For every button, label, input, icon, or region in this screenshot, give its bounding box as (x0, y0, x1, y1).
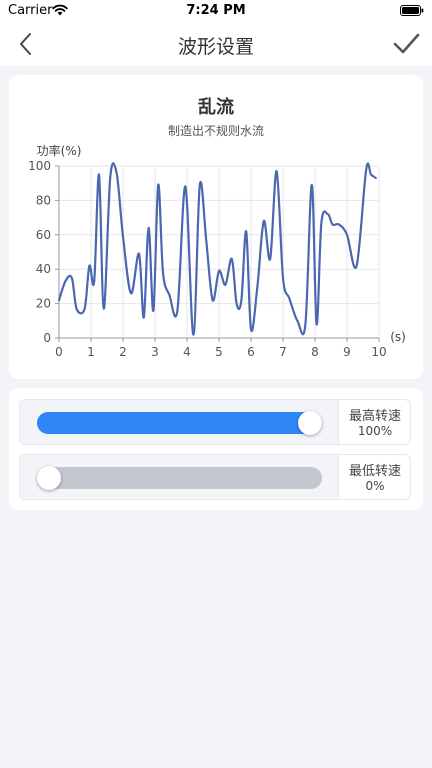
min-speed-label: 最低转速 (348, 464, 401, 479)
x-tick-label: 0 (55, 345, 63, 359)
x-tick-label: 8 (311, 345, 319, 359)
speed-settings-card: 最高转速 100% 最低转速 0% (9, 388, 423, 510)
x-tick-label: 10 (371, 345, 386, 359)
max-speed-value: 100% (357, 424, 393, 438)
min-speed-value: 0% (365, 479, 385, 493)
x-tick-label: 1 (87, 345, 95, 359)
max-speed-label-box: 最高转速 100% (338, 400, 410, 444)
x-tick-label: 2 (119, 345, 127, 359)
y-axis-label: 功率(%) (37, 143, 82, 158)
carrier-label: Carrier (8, 3, 53, 18)
x-tick-label: 3 (151, 345, 159, 359)
nav-bar: 波形设置 (0, 22, 432, 66)
y-tick-label: 100 (28, 159, 51, 173)
checkmark-icon (393, 33, 420, 54)
battery-icon (400, 5, 424, 16)
back-button[interactable] (12, 30, 40, 58)
chevron-left-icon (20, 33, 31, 55)
confirm-button[interactable] (390, 29, 422, 59)
min-speed-row: 最低转速 0% (19, 454, 411, 500)
x-tick-label: 5 (215, 345, 223, 359)
x-tick-label: 4 (183, 345, 191, 359)
wifi-icon (52, 4, 68, 16)
y-tick-label: 20 (36, 297, 51, 311)
min-speed-label-box: 最低转速 0% (338, 455, 410, 499)
page-title: 波形设置 (177, 36, 254, 58)
status-time: 7:24 PM (186, 3, 246, 18)
series-line (57, 162, 377, 336)
x-axis-label: (s) (390, 330, 406, 344)
min-speed-slider[interactable] (37, 466, 322, 490)
x-tick-label: 9 (343, 345, 351, 359)
y-tick-label: 60 (36, 228, 51, 242)
max-speed-row: 最高转速 100% (19, 399, 411, 445)
y-tick-label: 0 (43, 331, 51, 345)
min-speed-slider-thumb[interactable] (37, 466, 61, 490)
y-tick-label: 80 (36, 193, 51, 207)
status-bar: Carrier 7:24 PM (0, 0, 432, 22)
chart-title: 乱流 (198, 97, 234, 118)
x-tick-label: 7 (279, 345, 287, 359)
max-speed-slider-thumb[interactable] (298, 411, 322, 435)
y-tick-label: 40 (36, 262, 51, 276)
max-speed-slider[interactable] (37, 411, 322, 435)
waveform-chart-card: 乱流 制造出不规则水流 0 1 2 3 4 5 6 7 8 9 10 0 20 40 60 80 100 功率(%… (9, 75, 423, 379)
max-speed-label: 最高转速 (348, 409, 401, 424)
x-tick-label: 6 (247, 345, 255, 359)
max-speed-slider-fill (37, 412, 322, 434)
chart-subtitle: 制造出不规则水流 (167, 124, 264, 138)
